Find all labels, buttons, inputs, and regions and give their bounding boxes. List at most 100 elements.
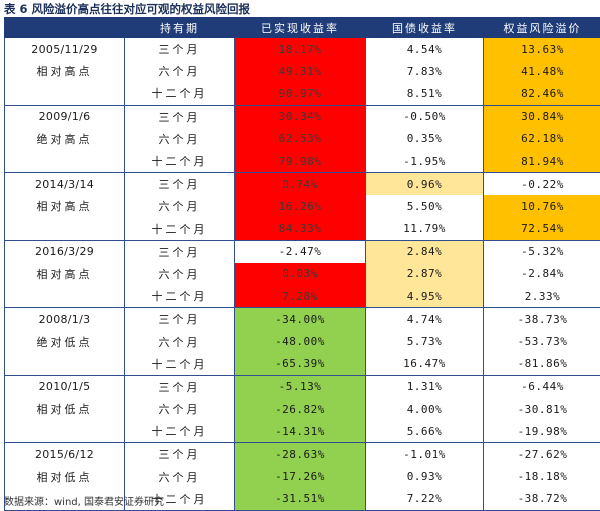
bond-yield: 11.79% [365, 217, 484, 241]
group-date: 2005/11/29 [4, 37, 125, 61]
group-label: 相对高点 [4, 195, 125, 218]
bond-yield: 2.87% [365, 262, 484, 286]
table-row: 2014/3/14 三个月 0.74% 0.96% -0.22% [4, 172, 600, 196]
data-source-note: 数据来源：wind, 国泰君安证券研究 [4, 497, 164, 508]
realized-return: 62.53% [234, 127, 366, 150]
table-row: 十二个月 84.33% 11.79% 72.54% [4, 217, 600, 241]
holding-period: 六个月 [124, 127, 235, 150]
group-date: 2010/1/5 [4, 374, 125, 398]
bond-yield: 4.00% [365, 398, 484, 421]
holding-period: 六个月 [124, 262, 235, 286]
holding-period: 十二个月 [124, 487, 235, 511]
realized-return: 79.98% [234, 149, 366, 174]
holding-period: 三个月 [124, 374, 235, 398]
risk-premium: -19.98% [483, 420, 600, 444]
table-row: 相对低点 六个月 -26.82% 4.00% -30.81% [4, 398, 600, 421]
realized-return: 84.33% [234, 217, 366, 241]
realized-return: 49.31% [234, 60, 366, 83]
risk-premium: -6.44% [483, 374, 600, 398]
header-blank [4, 17, 125, 38]
holding-period: 三个月 [124, 442, 235, 466]
header-bond-yield: 国债收益率 [365, 17, 484, 38]
holding-period: 六个月 [124, 398, 235, 421]
risk-premium: 62.18% [483, 127, 600, 150]
group-label: 相对高点 [4, 60, 125, 83]
holding-period: 十二个月 [124, 420, 235, 444]
holding-period: 六个月 [124, 330, 235, 353]
realized-return: 30.34% [234, 104, 366, 128]
realized-return: -17.26% [234, 465, 366, 488]
holding-period: 六个月 [124, 195, 235, 218]
group-date: 2016/3/29 [4, 239, 125, 263]
group-date: 2015/6/12 [4, 442, 125, 466]
realized-return: 18.17% [234, 37, 366, 61]
realized-return: 7.28% [234, 285, 366, 309]
risk-premium: 10.76% [483, 195, 600, 218]
bond-yield: 0.35% [365, 127, 484, 150]
group-date: 2008/1/3 [4, 307, 125, 331]
holding-period: 三个月 [124, 37, 235, 61]
table-row: 2009/1/6 三个月 30.34% -0.50% 30.84% [4, 104, 600, 128]
header-row: 持有期 已实现收益率 国债收益率 权益风险溢价 [4, 17, 600, 38]
table-title: 表 6 风险溢价高点往往对应可观的权益风险回报 [4, 2, 251, 16]
risk-premium: -53.73% [483, 330, 600, 353]
group-date: 2009/1/6 [4, 104, 125, 128]
bond-yield: 8.51% [365, 82, 484, 106]
realized-return: -34.00% [234, 307, 366, 331]
realized-return: -5.13% [234, 374, 366, 398]
bond-yield: -1.01% [365, 442, 484, 466]
group-spacer [4, 420, 125, 444]
table-row: 2008/1/3 三个月 -34.00% 4.74% -38.73% [4, 307, 600, 331]
bond-yield: 5.50% [365, 195, 484, 218]
realized-return: -31.51% [234, 487, 366, 511]
bond-yield: 5.66% [365, 420, 484, 444]
group-label: 相对高点 [4, 262, 125, 286]
risk-premium: -2.84% [483, 262, 600, 286]
table-row: 2010/1/5 三个月 -5.13% 1.31% -6.44% [4, 374, 600, 398]
realized-return: -48.00% [234, 330, 366, 353]
holding-period: 十二个月 [124, 149, 235, 174]
bond-yield: 4.54% [365, 37, 484, 61]
table-row: 十二个月 79.98% -1.95% 81.94% [4, 149, 600, 174]
risk-premium: 2.33% [483, 285, 600, 309]
bond-yield: 7.22% [365, 487, 484, 511]
realized-return: 90.97% [234, 82, 366, 106]
group-date: 2014/3/14 [4, 172, 125, 196]
risk-premium-table: 持有期 已实现收益率 国债收益率 权益风险溢价 2005/11/29 三个月 1… [4, 17, 600, 511]
bond-yield: 4.74% [365, 307, 484, 331]
header-equity-risk-premium: 权益风险溢价 [483, 17, 600, 38]
bond-yield: 0.96% [365, 172, 484, 196]
group-label: 相对低点 [4, 398, 125, 421]
risk-premium: -38.73% [483, 307, 600, 331]
realized-return: -2.47% [234, 239, 366, 263]
table-row: 绝对低点 六个月 -48.00% 5.73% -53.73% [4, 330, 600, 353]
bond-yield: 5.73% [365, 330, 484, 353]
risk-premium: 81.94% [483, 149, 600, 174]
realized-return: 0.03% [234, 262, 366, 286]
risk-premium: -18.18% [483, 465, 600, 488]
risk-premium: 82.46% [483, 82, 600, 106]
realized-return: -14.31% [234, 420, 366, 444]
bond-yield: 0.93% [365, 465, 484, 488]
group-label: 绝对高点 [4, 127, 125, 150]
group-spacer [4, 285, 125, 309]
table-row: 相对高点 六个月 49.31% 7.83% 41.48% [4, 60, 600, 83]
table-row: 十二个月 -31.51% 7.22% -38.72% [4, 487, 600, 511]
group-spacer [4, 217, 125, 241]
group-spacer [4, 352, 125, 376]
table-row: 绝对高点 六个月 62.53% 0.35% 62.18% [4, 127, 600, 150]
risk-premium: 72.54% [483, 217, 600, 241]
table-row: 相对低点 六个月 -17.26% 0.93% -18.18% [4, 465, 600, 488]
bond-yield: 4.95% [365, 285, 484, 309]
holding-period: 三个月 [124, 172, 235, 196]
holding-period: 十二个月 [124, 352, 235, 376]
holding-period: 六个月 [124, 465, 235, 488]
table-row: 十二个月 7.28% 4.95% 2.33% [4, 285, 600, 309]
risk-premium: -30.81% [483, 398, 600, 421]
risk-premium: -38.72% [483, 487, 600, 511]
group-spacer [4, 82, 125, 106]
risk-premium: -81.86% [483, 352, 600, 376]
realized-return: -65.39% [234, 352, 366, 376]
bond-yield: -1.95% [365, 149, 484, 174]
table-row: 十二个月 -14.31% 5.66% -19.98% [4, 420, 600, 444]
